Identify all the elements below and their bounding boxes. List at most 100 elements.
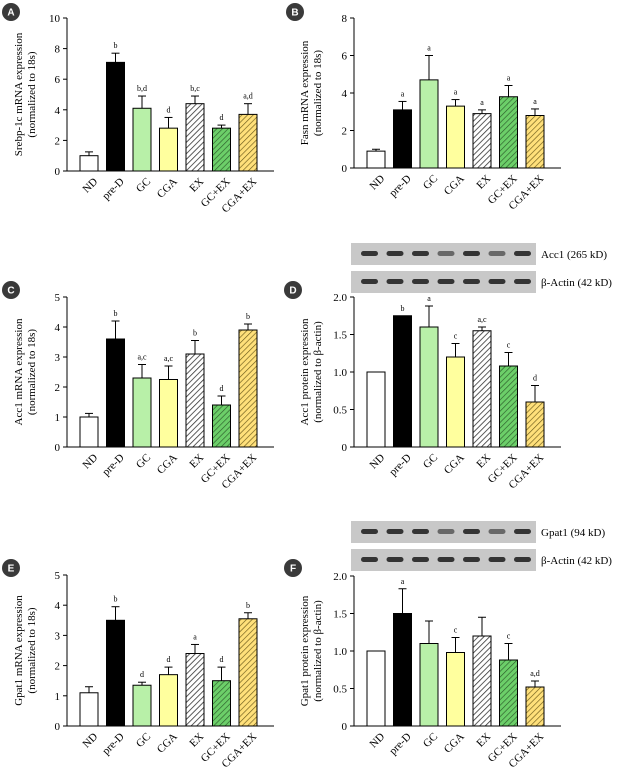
bar-cga (446, 652, 465, 727)
x-tick-label: EX (474, 452, 493, 471)
y-axis-label: Gpat1 protein expression (299, 595, 311, 706)
x-tick-label: EX (474, 731, 493, 750)
x-tick-label: pre-D (100, 731, 127, 758)
panel-label-badge (2, 281, 20, 299)
x-tick-label: GC (134, 731, 153, 750)
panel-a: A 0 2 4 6 8 10 Srebp-1c mRNA expression (normali… (2, 3, 274, 215)
significance-label: a (427, 294, 431, 303)
y-tick-label: 0 (342, 442, 348, 454)
blot-band (463, 251, 480, 256)
x-tick-label: EX (187, 176, 206, 195)
bar-cga (159, 379, 178, 448)
x-tick-label: pre-D (387, 731, 414, 758)
blot-band (488, 529, 506, 534)
panel-label: C (7, 286, 14, 297)
bar-cga (446, 105, 465, 169)
y-tick-label: 1.0 (333, 646, 347, 658)
y-axis-label: Fasn mRNA expression (299, 40, 311, 145)
blot-band (437, 251, 455, 256)
significance-label: b (114, 595, 118, 604)
blot-band (514, 557, 531, 562)
blot-band (514, 279, 531, 284)
y-axis-label: (normalized to β-actin) (312, 600, 324, 702)
significance-label: d (220, 655, 224, 664)
x-tick-label: EX (187, 452, 206, 471)
bar-ex (472, 330, 492, 448)
y-tick-label: 4 (55, 322, 61, 334)
y-tick-label: 0.5 (333, 405, 347, 417)
significance-label: b (114, 41, 118, 50)
y-tick-label: 1.5 (333, 609, 347, 621)
x-tick-label: ND (367, 452, 387, 472)
bar-ex (472, 113, 492, 169)
panel-c: C 0 1 2 3 4 5 Acc1 mRNA expression (normalized t… (2, 281, 274, 491)
blot-band (386, 557, 404, 562)
y-tick-label: 1.0 (333, 367, 347, 379)
panel-label: E (8, 564, 15, 575)
blot-band (437, 529, 455, 534)
x-tick-label: GC (421, 452, 440, 471)
bar-pre-d (393, 613, 412, 727)
blot-band (412, 279, 429, 284)
panel-label: A (7, 8, 14, 19)
significance-label: d (167, 105, 171, 114)
y-axis-label: (normalized to 18s) (26, 51, 38, 137)
y-tick-label: 1.5 (333, 330, 347, 342)
bar-ex (185, 353, 205, 448)
bar-pre-d (106, 338, 125, 448)
significance-label: a,c (477, 315, 487, 324)
significance-label: a,d (243, 92, 253, 101)
y-tick-label: 10 (49, 13, 61, 25)
y-axis-label: Acc1 protein expression (299, 318, 311, 425)
panel-label-badge (284, 559, 302, 577)
panel-label-badge (2, 559, 20, 577)
x-tick-label: EX (187, 731, 206, 750)
bar-nd (366, 371, 386, 448)
blot-band (488, 557, 506, 562)
bar-ex (185, 653, 205, 727)
blot-band (361, 557, 378, 562)
significance-label: c (454, 626, 458, 635)
significance-label: c (507, 341, 511, 350)
significance-label: a,d (530, 669, 540, 678)
blot-band (386, 279, 404, 284)
bar-gc-ex (499, 365, 518, 448)
bar-nd (79, 155, 99, 172)
panel-b: B 0 2 4 6 8 Fasn mRNA expression (normalized to… (286, 3, 561, 212)
panel-label: D (289, 286, 296, 297)
panel-label: B (291, 8, 298, 19)
blot-band (488, 279, 506, 284)
bar-cga-ex (525, 686, 545, 727)
y-axis-label: (normalized to 18s) (312, 50, 324, 136)
y-tick-label: 6 (342, 51, 348, 63)
y-axis-label: Gpat1 mRNA expression (13, 595, 25, 706)
bar-gc-ex (499, 96, 518, 169)
panel-label-badge (286, 3, 304, 21)
blot-strip (351, 549, 536, 571)
panel-label-badge (284, 281, 302, 299)
blot-strip (351, 271, 536, 293)
significance-label: c (507, 632, 511, 641)
blot-band (412, 529, 429, 534)
y-axis-label: Acc1 mRNA expression (13, 318, 25, 425)
x-tick-label: GC (421, 173, 440, 192)
significance-label: b (114, 309, 118, 318)
y-axis-label: (normalized to β-actin) (312, 321, 324, 423)
significance-label: b (193, 329, 197, 338)
y-tick-label: 2.0 (333, 571, 347, 583)
y-tick-label: 0 (55, 166, 61, 178)
bar-cga (159, 674, 178, 727)
x-tick-label: CGA (155, 452, 180, 477)
y-tick-label: 8 (342, 13, 348, 25)
bar-pre-d (106, 61, 125, 172)
blot-band (514, 529, 531, 534)
y-tick-label: 2 (55, 135, 61, 147)
significance-label: a (480, 98, 484, 107)
significance-label: a,c (164, 354, 174, 363)
blot-band (386, 251, 404, 256)
y-tick-label: 4 (342, 88, 348, 100)
significance-label: b (401, 304, 405, 313)
bar-gc-ex (212, 127, 231, 172)
blot-band (412, 251, 429, 256)
